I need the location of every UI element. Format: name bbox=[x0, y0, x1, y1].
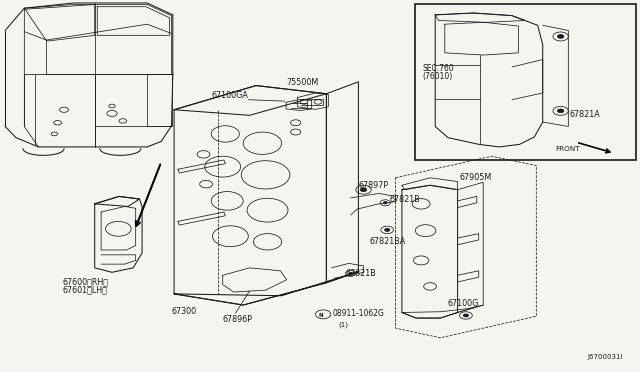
Bar bbox=[415, 4, 636, 160]
Text: (1): (1) bbox=[338, 321, 348, 327]
Circle shape bbox=[557, 35, 564, 38]
Text: (76010): (76010) bbox=[422, 72, 452, 81]
Text: 67600〈RH〉: 67600〈RH〉 bbox=[63, 277, 109, 286]
Circle shape bbox=[385, 228, 390, 231]
Text: N: N bbox=[318, 312, 323, 318]
Text: 67821B: 67821B bbox=[346, 269, 376, 278]
Circle shape bbox=[463, 314, 468, 317]
Circle shape bbox=[360, 188, 367, 192]
Text: 67821BA: 67821BA bbox=[370, 237, 406, 246]
Text: 67601〈LH〉: 67601〈LH〉 bbox=[63, 286, 108, 295]
Text: 67897P: 67897P bbox=[358, 182, 388, 190]
Text: 67896P: 67896P bbox=[223, 315, 253, 324]
Text: 67300: 67300 bbox=[172, 307, 196, 316]
Text: 75500M: 75500M bbox=[287, 78, 319, 87]
Circle shape bbox=[557, 109, 564, 113]
Text: 67821B: 67821B bbox=[389, 195, 420, 204]
Text: 67905M: 67905M bbox=[460, 173, 492, 182]
Text: SEC.760: SEC.760 bbox=[422, 64, 454, 73]
Text: 67100G: 67100G bbox=[448, 299, 479, 308]
Circle shape bbox=[383, 202, 387, 204]
Text: 08911-1062G: 08911-1062G bbox=[333, 309, 385, 318]
Text: J6700031I: J6700031I bbox=[588, 354, 623, 360]
Text: 67821A: 67821A bbox=[570, 110, 600, 119]
Text: FRONT: FRONT bbox=[556, 146, 580, 152]
Text: 67100GA: 67100GA bbox=[211, 91, 248, 100]
Circle shape bbox=[349, 272, 353, 275]
